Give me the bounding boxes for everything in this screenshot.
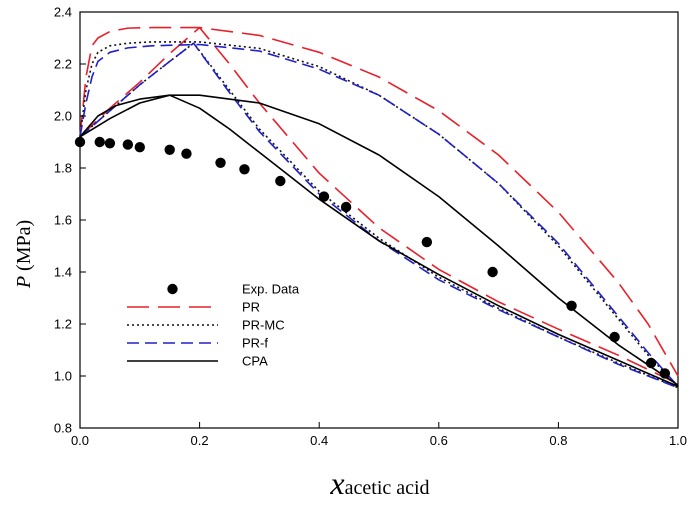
exp-data-point [104,138,116,149]
y-tick-label: 2.4 [54,5,72,20]
series-pr-f-branch-1 [79,43,679,387]
y-tick-label: 1.6 [54,213,72,228]
series-cpa-branch-2 [79,94,679,388]
legend-pr-f-label: PR-f [242,336,268,351]
legend-cpa-label: CPA [242,354,268,369]
legend-exp-data-marker [167,283,178,295]
legend-exp-data-label: Exp. Data [242,282,300,297]
x-tick-label: 0.6 [430,433,448,448]
y-tick-label: 2.2 [54,57,72,72]
x-tick-label: 1.0 [669,433,687,448]
series-pr-mc-branch-1 [79,41,679,387]
exp-data-point [181,148,192,159]
exp-data-point [340,201,352,213]
exp-data-point [239,164,250,175]
exp-data-point [122,139,134,150]
x-tick-label: 0.4 [310,433,328,448]
legend-pr-mc-label: PR-MC [242,318,285,333]
x-axis-label-main: x [329,465,344,501]
exp-data-point [94,136,105,148]
exp-data-point [164,144,175,155]
exp-data-point [134,142,145,153]
exp-data-point [74,136,86,148]
plot-frame [79,11,679,429]
exp-data-point [421,236,433,248]
exp-data-point [215,157,226,168]
y-axis-label: P (MPa) [13,220,35,289]
y-tick-label: 1.8 [54,161,72,176]
x-axis-ticks: 0.0 0.2 0.4 0.6 0.8 1.0 [71,422,687,448]
x-tick-label: 0.2 [191,433,209,448]
series-pr-f-branch-2 [79,42,679,389]
exp-data-point [487,266,498,278]
y-tick-label: 0.8 [54,421,72,436]
series-pr-branch-2 [79,26,679,385]
plot-area-border [79,11,679,429]
y-tick-label: 1.0 [54,369,72,384]
series-pr-branch-1 [79,26,679,377]
series-cpa-branch-1 [79,94,679,386]
y-tick-label: 1.4 [54,265,72,280]
y-tick-label: 1.2 [54,317,72,332]
exp-data-point [659,368,671,379]
exp-data-point [645,357,657,369]
exp-data-point [275,175,286,187]
y-axis-label-unit: (MPa) [13,220,35,276]
x-axis-label-sub: acetic acid [345,477,430,499]
y-axis-label-main: P [13,276,35,289]
series-layer [79,26,679,389]
exp-data-point [609,331,620,343]
y-axis-ticks: 0.8 1.0 1.2 1.4 1.6 1.8 2.0 2.2 2.4 [54,5,86,436]
exp-data-point [566,300,577,311]
legend: Exp. Data PR PR-MC PR-f CPA [127,282,300,369]
x-axis-label: xacetic acid [329,465,429,501]
y-tick-label: 2.0 [54,109,72,124]
experimental-points [74,136,671,379]
x-tick-label: 0.0 [71,433,89,448]
exp-data-point [318,191,330,202]
x-tick-label: 0.8 [549,433,567,448]
legend-pr-label: PR [242,300,260,315]
